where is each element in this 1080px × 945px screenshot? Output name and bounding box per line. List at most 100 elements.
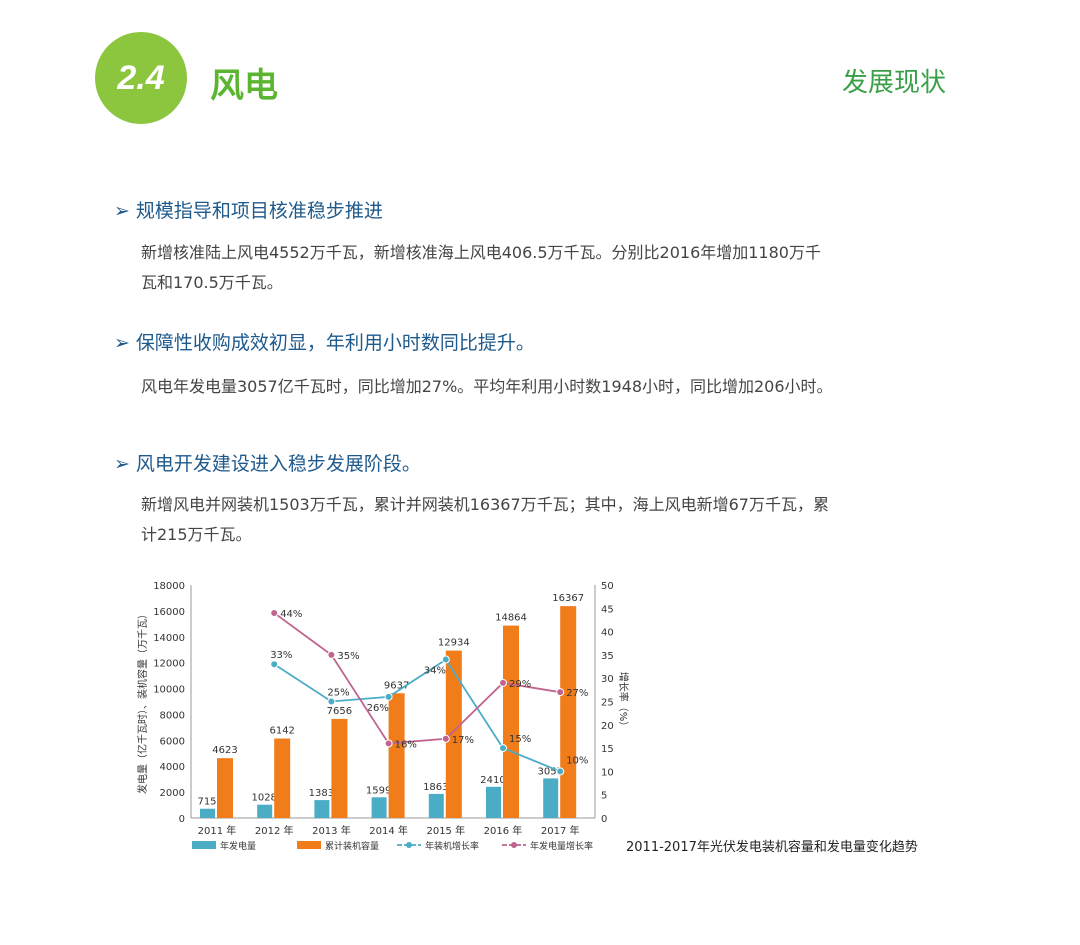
y-tick-label: 4000 (160, 762, 185, 773)
y2-tick-label: 10 (601, 767, 614, 778)
data-label: 1383 (309, 788, 334, 799)
section-body: 新增核准陆上风电4552万千瓦，新增核准海上风电406.5万千瓦。分别比2016… (141, 238, 961, 298)
data-label: 16367 (552, 593, 584, 604)
line-point (441, 655, 450, 664)
section-heading: ➢ 规模指导和项目核准稳步推进 (114, 196, 383, 223)
line-point (270, 660, 279, 669)
line-point (441, 734, 450, 743)
line-point (556, 767, 565, 776)
legend-label: 年装机增长率 (425, 840, 479, 852)
legend-swatch (297, 841, 321, 849)
bar-cumulative-capacity (388, 693, 405, 818)
data-label: 26% (367, 703, 389, 714)
line-generation-growth (273, 612, 561, 745)
data-label: 17% (452, 735, 474, 746)
bar-annual-generation (200, 808, 215, 818)
section-body: 风电年发电量3057亿千瓦时，同比增加27%。平均年利用小时数1948小时，同比… (141, 372, 961, 402)
x-tick-label: 2013 年 (312, 824, 351, 837)
legend-swatch (192, 841, 216, 849)
bar-cumulative-capacity (331, 718, 348, 818)
legend-label: 年发电量增长率 (530, 840, 593, 852)
y-tick-label: 18000 (153, 581, 185, 592)
y-tick-label: 0 (179, 814, 185, 825)
x-tick-label: 2012 年 (255, 824, 294, 837)
y-tick-label: 6000 (160, 736, 185, 747)
data-label: 3057 (537, 766, 562, 777)
chart-caption: 2011-2017年光伏发电装机容量和发电量变化趋势 (626, 840, 918, 855)
data-label: 44% (280, 609, 302, 620)
arrow-icon: ➢ (114, 453, 130, 475)
y-tick-label: 8000 (160, 710, 185, 721)
data-label: 27% (566, 688, 588, 699)
bar-annual-generation (486, 786, 501, 818)
line-point (327, 697, 336, 706)
section-heading: ➢ 风电开发建设进入稳步发展阶段。 (114, 449, 421, 476)
section-number-badge: 2.4 (95, 32, 187, 124)
y2-tick-label: 50 (601, 581, 614, 592)
line-point (499, 744, 507, 753)
bar-annual-generation (371, 797, 387, 818)
y-tick-label: 16000 (153, 607, 185, 618)
bar-annual-generation (314, 800, 330, 818)
data-label: 10% (566, 755, 588, 766)
legend-label: 年发电量 (220, 840, 256, 852)
data-label: 35% (337, 651, 359, 662)
line-capacity-growth (273, 658, 561, 773)
y-tick-label: 14000 (153, 633, 185, 644)
body-line: 新增核准陆上风电4552万千瓦，新增核准海上风电406.5万千瓦。分别比2016… (141, 243, 821, 262)
y2-tick-label: 35 (601, 651, 614, 662)
bar-annual-generation (257, 804, 273, 818)
data-label: 2410 (480, 775, 505, 786)
legend-label: 累计装机容量 (325, 840, 379, 852)
data-label: 1028 (251, 793, 276, 804)
data-label: 16% (395, 739, 417, 750)
y-tick-label: 2000 (160, 788, 185, 799)
bar-cumulative-capacity (560, 606, 577, 818)
data-label: 6142 (269, 725, 294, 736)
wind-power-chart: 0 2000 4000 6000 8000 10000 12000 14000 16000 180… (136, 581, 630, 852)
y2-axis-label: 增长率（%） (617, 672, 630, 732)
bar-annual-generation (543, 778, 559, 818)
y2-tick-label: 15 (601, 744, 614, 755)
y2-tick-label: 20 (601, 721, 614, 732)
y-tick-label: 10000 (153, 685, 185, 696)
bar-cumulative-capacity (503, 625, 519, 818)
body-line: 计215万千瓦。 (141, 525, 252, 544)
line-point (327, 650, 336, 659)
data-label: 14864 (495, 613, 527, 624)
line-point (270, 608, 279, 617)
y2-tick-label: 0 (601, 814, 607, 825)
y-tick-label: 12000 (153, 659, 185, 670)
data-label: 9637 (384, 680, 409, 691)
y2-tick-label: 30 (601, 674, 614, 685)
heading-text: 规模指导和项目核准稳步推进 (135, 200, 383, 222)
line-point (384, 739, 393, 748)
y-axis-label: 发电量（亿千瓦时）、装机容量（万千瓦） (136, 609, 149, 794)
data-label: 12934 (438, 638, 470, 649)
y2-tick-label: 5 (601, 791, 607, 802)
bar-cumulative-capacity (274, 738, 291, 818)
page-title: 风电 (210, 66, 278, 106)
section-title: 发展现状 (842, 68, 947, 98)
body-line: 风电年发电量3057亿千瓦时，同比增加27%。平均年利用小时数1948小时，同比… (141, 377, 833, 396)
x-tick-label: 2016 年 (484, 824, 523, 837)
line-point (384, 692, 393, 701)
data-label: 29% (509, 679, 531, 690)
y2-tick-label: 40 (601, 628, 614, 639)
data-label: 33% (270, 650, 292, 661)
heading-text: 风电开发建设进入稳步发展阶段。 (135, 453, 421, 475)
x-tick-label: 2017 年 (541, 824, 580, 837)
x-tick-label: 2015 年 (426, 824, 465, 837)
data-label: 7656 (327, 706, 352, 717)
y2-tick-label: 45 (601, 604, 614, 615)
x-tick-label: 2011 年 (198, 824, 237, 837)
data-label: 1599 (366, 785, 391, 796)
arrow-icon: ➢ (114, 332, 130, 354)
section-heading: ➢ 保障性收购成效初显，年利用小时数同比提升。 (114, 328, 535, 355)
legend-marker (406, 842, 412, 848)
bar-cumulative-capacity (445, 650, 462, 818)
bar-cumulative-capacity (217, 758, 233, 818)
bar-annual-generation (428, 793, 444, 818)
data-label: 1863 (423, 782, 448, 793)
data-label: 4623 (212, 745, 237, 756)
